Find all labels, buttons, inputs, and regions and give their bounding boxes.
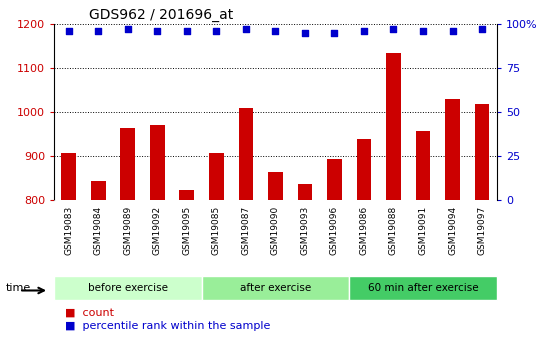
Point bbox=[360, 28, 368, 34]
Text: GSM19096: GSM19096 bbox=[330, 206, 339, 255]
Text: GSM19097: GSM19097 bbox=[477, 206, 487, 255]
Text: GDS962 / 201696_at: GDS962 / 201696_at bbox=[90, 8, 234, 22]
Text: GSM19093: GSM19093 bbox=[300, 206, 309, 255]
Point bbox=[271, 28, 280, 34]
Text: GSM19083: GSM19083 bbox=[64, 206, 73, 255]
Point bbox=[212, 28, 221, 34]
Text: GSM19087: GSM19087 bbox=[241, 206, 251, 255]
Text: time: time bbox=[5, 283, 31, 293]
Point bbox=[330, 30, 339, 36]
Bar bbox=[445, 99, 460, 200]
Bar bbox=[201, 276, 349, 300]
Point bbox=[301, 30, 309, 36]
Bar bbox=[298, 184, 312, 200]
Point bbox=[183, 28, 191, 34]
Point bbox=[153, 28, 161, 34]
Bar bbox=[239, 108, 253, 200]
Bar bbox=[209, 154, 224, 200]
Bar bbox=[179, 190, 194, 200]
Text: GSM19089: GSM19089 bbox=[123, 206, 132, 255]
Text: GSM19094: GSM19094 bbox=[448, 206, 457, 255]
Bar bbox=[91, 181, 106, 200]
Point bbox=[389, 27, 398, 32]
Text: GSM19086: GSM19086 bbox=[360, 206, 368, 255]
Text: GSM19092: GSM19092 bbox=[153, 206, 162, 255]
Text: GSM19091: GSM19091 bbox=[418, 206, 428, 255]
Bar bbox=[268, 171, 283, 200]
Point bbox=[448, 28, 457, 34]
Bar bbox=[386, 53, 401, 200]
Point bbox=[478, 27, 487, 32]
Text: 60 min after exercise: 60 min after exercise bbox=[368, 283, 478, 293]
Text: GSM19095: GSM19095 bbox=[183, 206, 191, 255]
Bar bbox=[120, 128, 135, 200]
Text: ■  percentile rank within the sample: ■ percentile rank within the sample bbox=[65, 321, 270, 331]
Point bbox=[64, 28, 73, 34]
Point bbox=[418, 28, 427, 34]
Point bbox=[124, 27, 132, 32]
Bar bbox=[327, 159, 342, 200]
Bar bbox=[349, 276, 497, 300]
Point bbox=[241, 27, 250, 32]
Text: GSM19085: GSM19085 bbox=[212, 206, 221, 255]
Point bbox=[94, 28, 103, 34]
Bar bbox=[150, 125, 165, 200]
Bar bbox=[54, 276, 201, 300]
Bar bbox=[475, 104, 489, 200]
Bar bbox=[416, 131, 430, 200]
Text: before exercise: before exercise bbox=[88, 283, 168, 293]
Text: GSM19090: GSM19090 bbox=[271, 206, 280, 255]
Bar bbox=[62, 152, 76, 200]
Text: after exercise: after exercise bbox=[240, 283, 311, 293]
Bar bbox=[356, 138, 372, 200]
Text: ■  count: ■ count bbox=[65, 307, 114, 317]
Text: GSM19088: GSM19088 bbox=[389, 206, 398, 255]
Text: GSM19084: GSM19084 bbox=[94, 206, 103, 255]
